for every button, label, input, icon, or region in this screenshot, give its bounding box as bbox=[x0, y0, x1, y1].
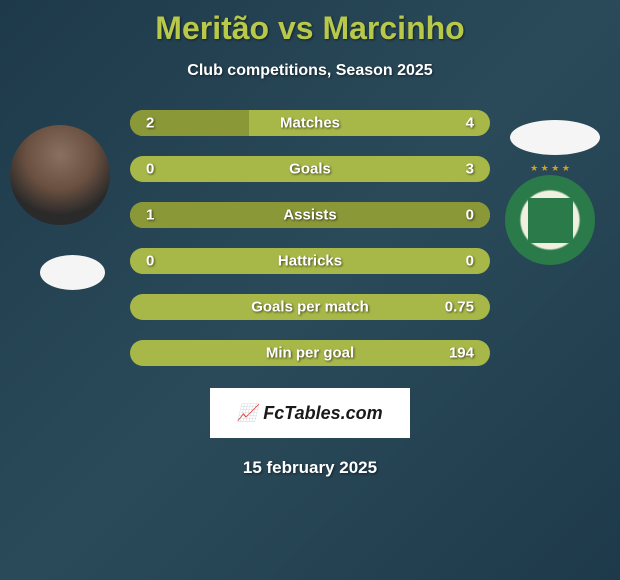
stat-row-goals: 0 Goals 3 bbox=[130, 156, 490, 182]
stat-value-right: 4 bbox=[466, 115, 474, 132]
player-left-container bbox=[10, 125, 110, 225]
club-badge-right-top bbox=[510, 120, 600, 155]
stat-value-left: 0 bbox=[146, 161, 154, 178]
chart-icon: 📈 bbox=[237, 403, 257, 423]
comparison-title: Meritão vs Marcinho bbox=[0, 0, 620, 47]
footer-brand-logo: 📈 FcTables.com bbox=[210, 388, 410, 438]
stat-value-right: 0.75 bbox=[445, 299, 474, 316]
player-left-avatar bbox=[10, 125, 110, 225]
stat-value-right: 0 bbox=[466, 207, 474, 224]
stat-label: Hattricks bbox=[278, 253, 342, 270]
footer-brand-text: FcTables.com bbox=[263, 403, 382, 424]
stat-row-goals-per-match: Goals per match 0.75 bbox=[130, 294, 490, 320]
club-stars-icon: ★ ★ ★ ★ bbox=[505, 163, 595, 174]
stat-value-right: 194 bbox=[449, 345, 474, 362]
stat-label: Assists bbox=[283, 207, 336, 224]
stat-label: Matches bbox=[280, 115, 340, 132]
club-badge-right: ★ ★ ★ ★ bbox=[505, 175, 595, 265]
stat-value-right: 3 bbox=[466, 161, 474, 178]
stat-value-right: 0 bbox=[466, 253, 474, 270]
footer-date: 15 february 2025 bbox=[0, 458, 620, 478]
stat-value-left: 1 bbox=[146, 207, 154, 224]
stat-label: Goals per match bbox=[251, 299, 369, 316]
stat-row-assists: 1 Assists 0 bbox=[130, 202, 490, 228]
stat-value-left: 2 bbox=[146, 115, 154, 132]
stat-row-hattricks: 0 Hattricks 0 bbox=[130, 248, 490, 274]
stats-container: 2 Matches 4 0 Goals 3 1 Assists 0 0 Hatt… bbox=[130, 110, 490, 366]
stat-row-min-per-goal: Min per goal 194 bbox=[130, 340, 490, 366]
stat-label: Min per goal bbox=[266, 345, 354, 362]
club-badge-left bbox=[40, 255, 105, 290]
stat-value-left: 0 bbox=[146, 253, 154, 270]
stat-row-matches: 2 Matches 4 bbox=[130, 110, 490, 136]
avatar-placeholder bbox=[10, 125, 110, 225]
stat-label: Goals bbox=[289, 161, 331, 178]
club-badge-shield bbox=[528, 198, 573, 243]
comparison-subtitle: Club competitions, Season 2025 bbox=[0, 62, 620, 80]
